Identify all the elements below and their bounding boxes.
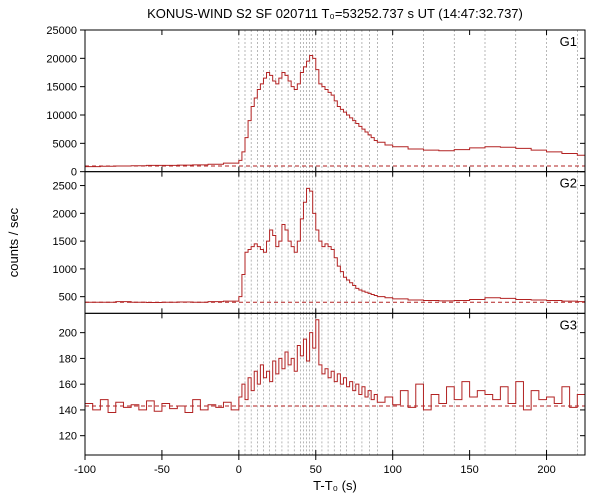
chart-title: KONUS-WIND S2 SF 020711 T₀=53252.737 s U… bbox=[147, 6, 523, 21]
y-tick-label: 140 bbox=[59, 405, 77, 417]
chart-svg: KONUS-WIND S2 SF 020711 T₀=53252.737 s U… bbox=[0, 0, 600, 500]
x-tick-label: 50 bbox=[310, 464, 322, 476]
y-tick-label: 180 bbox=[59, 353, 77, 365]
x-axis-label: T-T₀ (s) bbox=[313, 478, 357, 493]
x-tick-label: 100 bbox=[384, 464, 402, 476]
y-tick-label: 2000 bbox=[53, 208, 77, 220]
panel-label: G1 bbox=[560, 34, 577, 49]
data-series bbox=[85, 56, 585, 167]
y-axis-label: counts / sec bbox=[6, 207, 21, 277]
panel-frame bbox=[85, 172, 585, 314]
y-tick-label: 2500 bbox=[53, 181, 77, 193]
x-tick-label: -100 bbox=[74, 464, 96, 476]
y-tick-label: 25000 bbox=[46, 25, 77, 37]
panel-label: G2 bbox=[560, 176, 577, 191]
data-series bbox=[85, 320, 585, 413]
y-tick-label: 500 bbox=[59, 292, 77, 304]
x-tick-label: -50 bbox=[154, 464, 170, 476]
y-tick-label: 1500 bbox=[53, 236, 77, 248]
x-tick-label: 0 bbox=[236, 464, 242, 476]
y-tick-label: 0 bbox=[71, 167, 77, 179]
y-tick-label: 200 bbox=[59, 328, 77, 340]
x-tick-label: 200 bbox=[537, 464, 555, 476]
y-tick-label: 160 bbox=[59, 379, 77, 391]
y-tick-label: 15000 bbox=[46, 82, 77, 94]
panel-label: G3 bbox=[560, 317, 577, 332]
y-tick-label: 5000 bbox=[53, 138, 77, 150]
panel-frame bbox=[85, 313, 585, 455]
y-tick-label: 20000 bbox=[46, 53, 77, 65]
y-tick-label: 120 bbox=[59, 431, 77, 443]
y-tick-label: 1000 bbox=[53, 264, 77, 276]
x-tick-label: 150 bbox=[460, 464, 478, 476]
data-series bbox=[85, 188, 585, 302]
y-tick-label: 10000 bbox=[46, 110, 77, 122]
chart-container: KONUS-WIND S2 SF 020711 T₀=53252.737 s U… bbox=[0, 0, 600, 500]
